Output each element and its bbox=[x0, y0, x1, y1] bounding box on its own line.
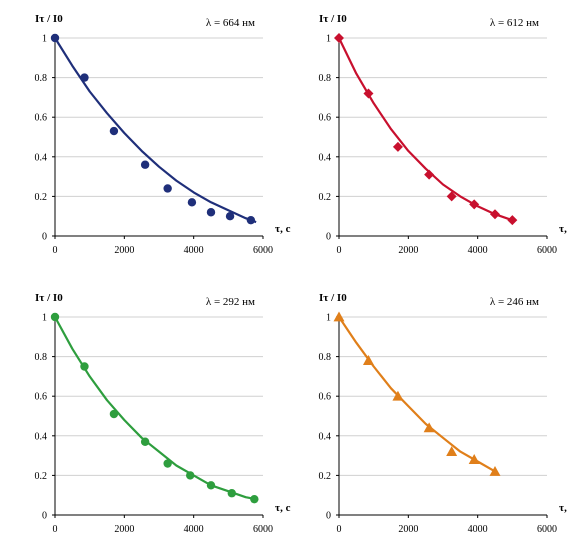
data-point bbox=[109, 409, 119, 419]
x-tick-label: 0 bbox=[337, 245, 342, 256]
x-axis-label: τ, с bbox=[275, 502, 291, 514]
data-point bbox=[50, 312, 60, 322]
y-tick-label: 0.2 bbox=[319, 192, 332, 203]
data-point bbox=[80, 362, 89, 371]
y-tick-label: 0.6 bbox=[319, 392, 332, 403]
x-tick-label: 0 bbox=[337, 524, 342, 535]
x-tick-label: 0 bbox=[53, 245, 58, 256]
fit-curve bbox=[338, 316, 496, 473]
data-point bbox=[163, 184, 172, 193]
chart-svg: 0 0.2 0.4 0.6 0.8 1 0 2000 4000 6000 Iτ / I0 τ, с λ … bbox=[319, 292, 568, 535]
x-tick-label: 2000 bbox=[114, 245, 134, 256]
data-point bbox=[140, 437, 150, 446]
x-tick-label: 0 bbox=[53, 524, 58, 535]
x-tick-label: 6000 bbox=[253, 245, 273, 256]
data-point bbox=[469, 199, 480, 210]
fit-curve bbox=[54, 316, 257, 501]
data-point bbox=[489, 465, 501, 476]
y-tick-label: 0.8 bbox=[35, 352, 48, 363]
fit-curve bbox=[54, 37, 257, 224]
data-point bbox=[490, 209, 500, 220]
y-tick-label: 1 bbox=[326, 34, 331, 45]
y-tick-label: 0 bbox=[326, 511, 331, 522]
data-point bbox=[363, 88, 374, 99]
data-point bbox=[424, 169, 435, 180]
y-tick-label: 0 bbox=[326, 232, 331, 243]
y-tick-label: 0.4 bbox=[35, 431, 48, 442]
data-point bbox=[392, 141, 403, 152]
y-tick-label: 0.6 bbox=[35, 113, 48, 124]
y-tick-label: 0 bbox=[42, 232, 47, 243]
x-tick-label: 4000 bbox=[184, 245, 204, 256]
y-tick-label: 0.6 bbox=[319, 113, 332, 124]
x-axis-label: τ, с bbox=[559, 502, 568, 514]
data-point bbox=[468, 454, 480, 464]
y-axis-label: Iτ / I0 bbox=[35, 13, 63, 25]
chart-panel-664: 0 0.2 0.4 0.6 0.8 1 0 2000 4000 6000 Iτ / I0 τ, с λ … bbox=[0, 0, 291, 270]
data-point bbox=[334, 33, 344, 43]
x-tick-label: 6000 bbox=[537, 524, 557, 535]
data-point bbox=[206, 208, 216, 217]
data-point bbox=[163, 459, 172, 468]
wavelength-label: λ = 246 нм bbox=[490, 296, 539, 308]
data-point bbox=[225, 212, 235, 221]
wavelength-label: λ = 664 нм bbox=[206, 17, 255, 29]
data-point bbox=[362, 355, 374, 365]
data-point bbox=[227, 489, 236, 498]
data-point bbox=[50, 33, 60, 43]
y-tick-label: 1 bbox=[42, 313, 47, 324]
x-tick-label: 6000 bbox=[537, 245, 557, 256]
y-axis-label: Iτ / I0 bbox=[35, 292, 63, 304]
chart-panel-612: 0 0.2 0.4 0.6 0.8 1 0 2000 4000 6000 Iτ / I0 τ, с λ … bbox=[284, 0, 568, 270]
y-tick-label: 0.4 bbox=[319, 431, 332, 442]
data-point bbox=[80, 73, 89, 82]
data-point bbox=[186, 471, 195, 480]
y-axis-label: Iτ / I0 bbox=[319, 292, 347, 304]
x-tick-label: 4000 bbox=[468, 245, 488, 256]
x-axis-label: τ, с bbox=[275, 223, 291, 235]
data-point bbox=[423, 422, 435, 433]
y-axis-label: Iτ / I0 bbox=[319, 13, 347, 25]
data-point bbox=[446, 446, 458, 457]
y-tick-label: 0.6 bbox=[35, 392, 48, 403]
fit-curve bbox=[338, 37, 513, 222]
y-tick-label: 0.2 bbox=[319, 471, 332, 482]
data-point bbox=[507, 215, 518, 226]
x-tick-label: 2000 bbox=[114, 524, 134, 535]
y-tick-label: 0.2 bbox=[35, 471, 48, 482]
y-tick-label: 0 bbox=[42, 511, 47, 522]
wavelength-label: λ = 612 нм bbox=[490, 17, 539, 29]
x-tick-label: 6000 bbox=[253, 524, 273, 535]
x-tick-label: 4000 bbox=[184, 524, 204, 535]
wavelength-label: λ = 292 нм bbox=[206, 296, 255, 308]
x-tick-label: 4000 bbox=[468, 524, 488, 535]
data-point bbox=[109, 126, 119, 136]
data-point bbox=[206, 481, 216, 490]
chart-svg: 0 0.2 0.4 0.6 0.8 1 0 2000 4000 6000 Iτ / I0 τ, с λ … bbox=[35, 292, 291, 535]
x-axis-label: τ, с bbox=[559, 223, 568, 235]
y-tick-label: 1 bbox=[326, 313, 331, 324]
chart-svg: 0 0.2 0.4 0.6 0.8 1 0 2000 4000 6000 Iτ / I0 τ, с λ … bbox=[35, 13, 291, 256]
chart-panel-292: 0 0.2 0.4 0.6 0.8 1 0 2000 4000 6000 Iτ / I0 τ, с λ … bbox=[0, 279, 291, 549]
chart-panel-246: 0 0.2 0.4 0.6 0.8 1 0 2000 4000 6000 Iτ / I0 τ, с λ … bbox=[284, 279, 568, 549]
data-point bbox=[140, 160, 150, 169]
y-tick-label: 0.8 bbox=[319, 352, 332, 363]
y-tick-label: 0.8 bbox=[319, 73, 332, 84]
data-point bbox=[246, 215, 256, 225]
x-tick-label: 2000 bbox=[398, 245, 418, 256]
data-point bbox=[250, 494, 259, 504]
chart-svg: 0 0.2 0.4 0.6 0.8 1 0 2000 4000 6000 Iτ / I0 τ, с λ … bbox=[319, 13, 568, 256]
x-tick-label: 2000 bbox=[398, 524, 418, 535]
y-tick-label: 0.8 bbox=[35, 73, 48, 84]
data-point bbox=[392, 390, 404, 401]
y-tick-label: 0.4 bbox=[319, 152, 332, 163]
data-point bbox=[333, 311, 345, 322]
y-tick-label: 1 bbox=[42, 34, 47, 45]
data-point bbox=[446, 191, 457, 202]
y-tick-label: 0.2 bbox=[35, 192, 48, 203]
y-tick-label: 0.4 bbox=[35, 152, 48, 163]
data-point bbox=[187, 198, 197, 207]
